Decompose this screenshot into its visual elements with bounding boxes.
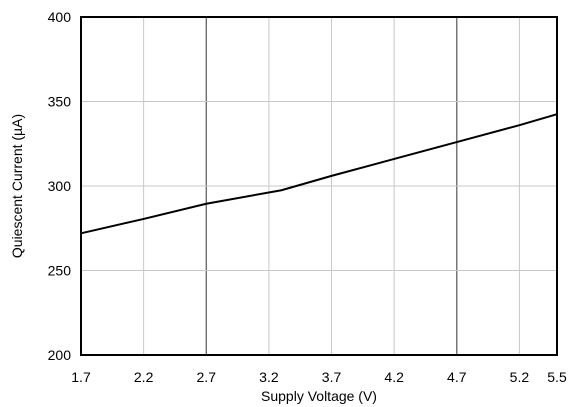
series-line-quiescent-current (80, 113, 558, 235)
y-tick-label: 400 (48, 9, 72, 25)
x-tick-label: 4.2 (384, 369, 404, 385)
x-tick-label: 4.7 (447, 369, 467, 385)
x-axis-title: Supply Voltage (V) (261, 388, 377, 404)
x-tick-label: 3.7 (322, 369, 342, 385)
x-tick-label: 2.7 (197, 369, 217, 385)
x-tick-label: 1.7 (71, 369, 91, 385)
x-tick-labels: 1.7 2.2 2.7 3.2 3.7 4.2 4.7 5.2 5.5 (71, 369, 567, 385)
x-tick-label: 2.2 (134, 369, 154, 385)
y-axis-title: Quiescent Current (µA) (9, 114, 25, 258)
y-tick-label: 350 (48, 94, 72, 110)
y-tick-labels: 200 250 300 350 400 (48, 9, 72, 363)
y-tick-label: 250 (48, 263, 72, 279)
x-tick-label: 5.5 (547, 369, 567, 385)
y-tick-label: 200 (48, 347, 72, 363)
grid (81, 17, 557, 355)
y-tick-label: 300 (48, 178, 72, 194)
plot-frame (80, 16, 558, 356)
x-tick-label: 3.2 (259, 369, 279, 385)
x-tick-label: 5.2 (510, 369, 530, 385)
